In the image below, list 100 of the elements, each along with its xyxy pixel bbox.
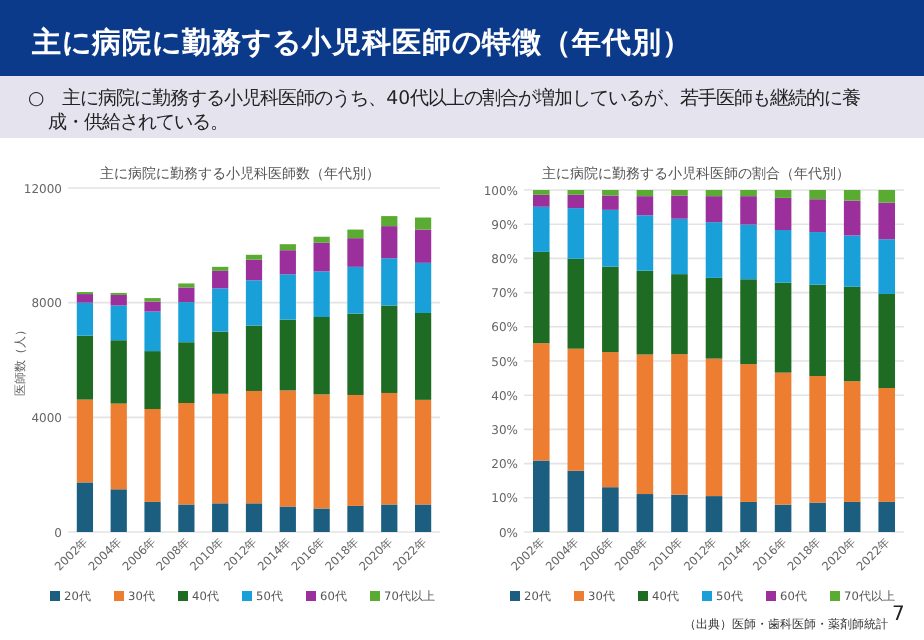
bar <box>774 372 792 505</box>
bar <box>843 200 861 236</box>
bar <box>602 352 619 488</box>
bar <box>245 259 263 281</box>
bar <box>809 232 826 285</box>
bar <box>878 293 896 389</box>
bar <box>414 262 432 313</box>
bar <box>843 381 861 502</box>
bar <box>347 505 364 532</box>
bar <box>178 302 195 343</box>
bar <box>110 489 127 532</box>
bar <box>602 190 619 196</box>
bar <box>774 230 792 283</box>
bar <box>313 317 330 395</box>
bar <box>313 242 330 272</box>
bar <box>740 196 757 225</box>
bar <box>414 229 432 263</box>
bar <box>740 279 757 365</box>
bar <box>110 403 127 490</box>
bar <box>178 403 195 505</box>
bar <box>414 312 432 400</box>
bar <box>110 305 127 341</box>
bar <box>178 287 195 303</box>
bar <box>705 196 723 223</box>
text: 7 <box>892 604 905 626</box>
bar <box>636 494 654 532</box>
bar <box>381 226 398 259</box>
bar <box>313 271 330 317</box>
bar <box>567 470 585 532</box>
bar <box>636 190 654 197</box>
bar <box>671 494 688 532</box>
bar <box>279 319 296 391</box>
bar <box>212 331 229 394</box>
bar <box>347 229 364 239</box>
bar <box>110 340 127 404</box>
bar <box>381 258 398 306</box>
bar <box>414 504 432 532</box>
bar <box>671 190 688 196</box>
bar <box>878 501 896 532</box>
bar <box>774 190 792 198</box>
bar <box>705 222 723 278</box>
bar <box>144 409 161 502</box>
bar <box>279 274 296 320</box>
bar <box>705 190 723 197</box>
bar <box>602 487 619 532</box>
bar <box>144 301 161 312</box>
bar <box>144 311 161 352</box>
bar <box>567 258 585 349</box>
bar <box>347 266 364 314</box>
bar <box>567 348 585 471</box>
bar <box>532 460 550 532</box>
bar <box>740 190 757 197</box>
bar <box>567 208 585 259</box>
bar <box>602 195 619 210</box>
bar <box>76 399 94 483</box>
bar <box>245 254 263 260</box>
bar <box>347 394 364 506</box>
bar <box>212 270 229 289</box>
bar <box>279 506 296 532</box>
bar <box>532 206 550 252</box>
bar <box>381 392 398 505</box>
bar <box>76 482 94 532</box>
bar <box>313 508 330 532</box>
bar <box>347 313 364 395</box>
bar <box>279 250 296 275</box>
bar <box>178 504 195 532</box>
bar <box>636 270 654 355</box>
bar <box>809 199 826 233</box>
bar <box>212 393 229 504</box>
text: ○ 主に病院に勤務する小児科医師のうち、40代以上の割合が増加しているが、若手医師も継続的に養成・供給されている。 <box>28 88 861 134</box>
bar <box>878 388 896 502</box>
bar <box>705 277 723 359</box>
bar <box>740 501 757 532</box>
bar <box>144 351 161 410</box>
bar <box>76 335 94 400</box>
bar <box>532 251 550 344</box>
bar <box>774 504 792 532</box>
bar <box>774 197 792 231</box>
bar <box>636 196 654 216</box>
bar <box>671 274 688 355</box>
bar <box>740 224 757 280</box>
bar <box>178 342 195 403</box>
bar <box>532 343 550 461</box>
bar <box>878 190 896 203</box>
text: 主に病院に勤務する小児科医師の特徴（年代別） <box>30 24 692 60</box>
bar <box>809 284 826 377</box>
bar <box>843 286 861 382</box>
bar <box>245 280 263 326</box>
bar <box>878 202 896 240</box>
bar <box>245 390 263 504</box>
bar <box>671 354 688 495</box>
bar <box>245 325 263 391</box>
bar <box>740 364 757 502</box>
bar <box>809 502 826 532</box>
bar <box>602 209 619 267</box>
bar <box>279 390 296 507</box>
bar <box>774 282 792 373</box>
bar <box>381 305 398 393</box>
bar <box>76 294 94 303</box>
bar <box>809 190 826 200</box>
